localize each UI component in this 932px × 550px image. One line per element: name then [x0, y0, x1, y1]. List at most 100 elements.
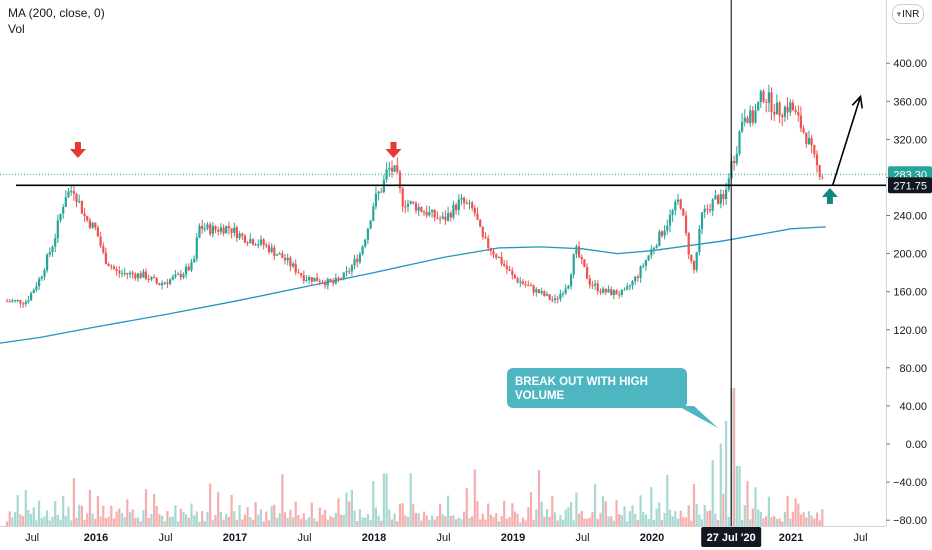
candle-body	[40, 276, 43, 279]
candle-body	[30, 293, 33, 301]
volume-bar	[599, 512, 602, 526]
volume-bar	[54, 501, 57, 526]
candle-body	[620, 289, 623, 295]
volume-bar	[227, 516, 230, 526]
volume-bar	[134, 518, 137, 526]
volume-bar	[158, 514, 161, 526]
candle-body	[503, 263, 506, 266]
volume-bar	[551, 495, 554, 526]
volume-bar	[556, 520, 559, 526]
candle-body	[580, 257, 583, 260]
candle-body	[246, 242, 249, 244]
candle-body	[495, 254, 498, 258]
candle-body	[308, 277, 311, 280]
volume-bar	[706, 511, 709, 526]
candle-body	[612, 290, 615, 295]
volume-bar	[463, 511, 466, 526]
volume-bar	[815, 512, 819, 526]
vol-legend-label[interactable]: Vol	[8, 22, 25, 36]
volume-bar	[19, 514, 22, 526]
volume-bar	[503, 500, 506, 526]
candle-body	[799, 115, 802, 129]
candle-body	[765, 101, 768, 103]
volume-bar	[112, 518, 116, 526]
volume-bar	[313, 518, 316, 526]
candle-body	[471, 202, 474, 208]
volume-bar	[642, 511, 645, 526]
candle-body	[422, 211, 426, 213]
volume-bar	[634, 514, 637, 526]
y-tick-label: 40.00	[899, 401, 927, 413]
candle-body	[666, 225, 669, 231]
candle-body	[404, 206, 407, 208]
ma-200-path	[0, 226, 826, 344]
candle-body	[759, 91, 762, 102]
candle-body	[150, 276, 153, 280]
candle-body	[222, 227, 225, 234]
candle-body	[449, 213, 452, 218]
volume-bar	[725, 421, 728, 526]
candle-body	[206, 224, 209, 229]
volume-bar	[48, 520, 51, 526]
candle-body	[16, 300, 19, 301]
volume-bar	[690, 520, 693, 526]
volume-bar	[350, 490, 353, 526]
candle-body	[746, 117, 749, 124]
volume-bar	[583, 518, 586, 526]
volume-bar	[447, 495, 450, 526]
candle-body	[19, 300, 22, 304]
candle-body	[508, 269, 511, 271]
volume-bar	[30, 514, 33, 526]
volume-bar	[505, 518, 508, 526]
ma-legend-label[interactable]: MA (200, close, 0)	[8, 6, 105, 20]
candle-body	[500, 257, 503, 264]
volume-bar	[139, 521, 142, 526]
volume-bar	[267, 520, 271, 526]
candle-body	[431, 209, 434, 212]
volume-bar	[660, 520, 663, 526]
y-tick-label: 0.00	[906, 439, 927, 451]
volume-bar	[481, 513, 484, 526]
projection-arrow-line	[831, 96, 862, 186]
volume-bar	[206, 512, 209, 526]
candle-body	[126, 273, 129, 275]
candle-body	[153, 276, 156, 279]
candle-body	[353, 258, 356, 266]
candle-body	[214, 226, 217, 230]
volume-bar	[72, 478, 75, 526]
level-price-label-text: 271.75	[893, 180, 927, 192]
volume-bar	[575, 492, 578, 526]
volume-bar	[476, 501, 479, 526]
volume-bar	[75, 517, 78, 526]
volume-bar	[535, 509, 538, 526]
candle-body	[185, 266, 188, 275]
volume-bar	[791, 511, 794, 526]
candle-body	[324, 282, 327, 286]
candle-body	[433, 209, 436, 218]
candle-body	[511, 270, 514, 275]
candle-body	[818, 165, 821, 177]
candle-body	[139, 273, 142, 278]
candle-body	[479, 219, 482, 227]
candle-body	[201, 225, 204, 229]
candle-body	[104, 252, 107, 264]
volume-bar	[449, 515, 452, 526]
candle-body	[575, 246, 578, 254]
currency-button[interactable]: ▾INR	[892, 4, 924, 24]
volume-bar	[770, 517, 773, 526]
volume-bar	[222, 519, 225, 526]
volume-bar	[273, 504, 276, 526]
candle-body	[22, 303, 25, 305]
candle-body	[791, 102, 794, 111]
y-tick-label: 160.00	[893, 287, 927, 299]
volume-bar	[78, 504, 81, 526]
candle-body	[171, 276, 174, 280]
volume-bar	[757, 509, 760, 526]
volume-bar	[302, 513, 305, 526]
candle-body	[123, 273, 126, 275]
volume-bar	[444, 516, 447, 526]
candle-body	[358, 254, 361, 263]
volume-bar	[80, 505, 83, 526]
volume-bar	[120, 513, 124, 526]
